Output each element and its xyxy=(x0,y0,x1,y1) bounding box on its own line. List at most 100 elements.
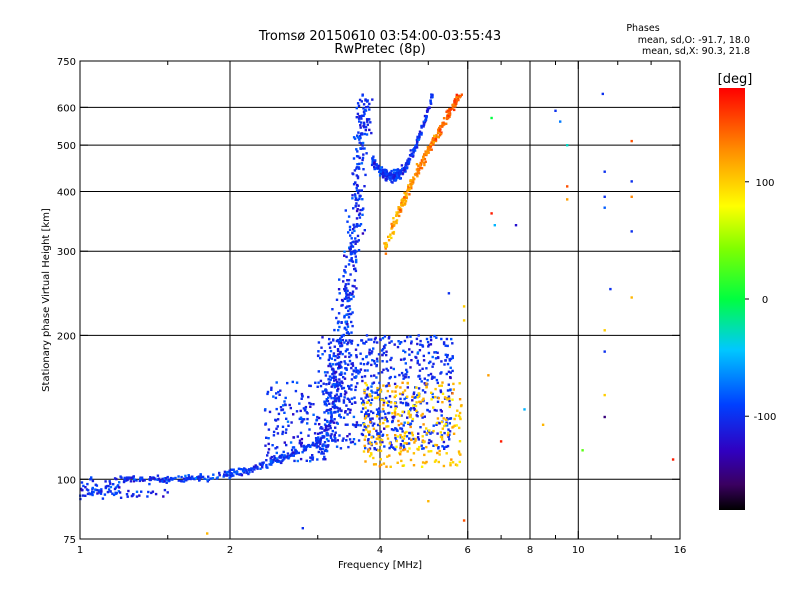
data-point xyxy=(324,458,327,461)
data-point xyxy=(359,208,362,212)
data-point xyxy=(343,297,346,300)
data-point xyxy=(356,198,359,202)
data-point xyxy=(298,417,301,421)
data-point xyxy=(450,337,453,341)
data-point xyxy=(333,385,336,389)
data-point xyxy=(395,221,398,225)
data-point xyxy=(348,228,352,231)
data-point xyxy=(247,472,250,476)
data-point xyxy=(206,532,209,535)
data-point xyxy=(358,197,361,201)
data-point xyxy=(197,475,200,478)
data-point xyxy=(432,444,435,447)
data-point xyxy=(354,195,357,198)
data-point xyxy=(343,289,347,292)
data-point xyxy=(399,446,402,449)
data-point xyxy=(404,202,407,205)
data-point xyxy=(409,425,412,429)
data-point xyxy=(296,459,299,463)
data-point xyxy=(363,423,366,426)
data-point xyxy=(446,389,450,392)
data-point xyxy=(216,476,219,479)
data-point xyxy=(316,432,320,435)
data-point xyxy=(330,411,333,415)
data-point xyxy=(454,105,457,108)
data-point xyxy=(385,245,389,248)
data-point xyxy=(404,362,407,365)
data-point xyxy=(415,337,419,341)
data-point xyxy=(306,412,309,415)
data-point xyxy=(347,332,351,335)
data-point xyxy=(233,470,236,474)
data-point xyxy=(345,295,348,298)
data-point xyxy=(376,433,379,436)
data-point xyxy=(381,440,384,444)
data-point xyxy=(609,287,612,291)
data-point xyxy=(365,383,368,387)
data-point xyxy=(268,463,271,466)
data-point xyxy=(387,425,390,428)
data-point xyxy=(413,396,416,399)
data-point xyxy=(352,415,356,419)
data-point xyxy=(358,120,361,123)
data-point xyxy=(351,231,354,234)
data-point xyxy=(370,398,374,401)
data-point xyxy=(352,438,356,441)
y-tick-label: 75 xyxy=(63,535,76,546)
data-point xyxy=(447,116,450,120)
data-point xyxy=(166,491,169,494)
data-point xyxy=(388,442,391,445)
data-point xyxy=(356,234,360,238)
data-point xyxy=(289,406,292,410)
data-point xyxy=(443,396,447,399)
data-point xyxy=(375,408,379,411)
data-point xyxy=(445,421,448,424)
data-point xyxy=(373,161,376,164)
data-point xyxy=(91,490,94,493)
data-point xyxy=(428,410,431,413)
data-point xyxy=(406,402,410,406)
data-point xyxy=(283,441,286,444)
data-point xyxy=(413,149,417,152)
data-point xyxy=(368,441,372,444)
data-point xyxy=(411,399,414,402)
data-point xyxy=(355,148,358,151)
data-point xyxy=(417,392,421,395)
data-point xyxy=(320,452,323,455)
data-point xyxy=(335,385,339,388)
data-point xyxy=(452,432,456,435)
data-point xyxy=(379,430,383,433)
data-point xyxy=(94,488,97,491)
data-point xyxy=(114,486,118,489)
data-point xyxy=(359,136,362,140)
data-point xyxy=(364,396,367,399)
data-point xyxy=(365,413,368,416)
data-point xyxy=(126,478,129,482)
data-point xyxy=(399,358,403,361)
data-point xyxy=(333,397,337,400)
data-point xyxy=(404,193,407,196)
data-point xyxy=(437,396,440,400)
data-point xyxy=(432,141,435,144)
data-point xyxy=(348,398,351,401)
data-point xyxy=(366,409,370,412)
data-point xyxy=(420,380,423,383)
data-point xyxy=(421,435,424,438)
y-axis-title: Stationary phase Virtual Height [km] xyxy=(41,208,52,392)
data-point xyxy=(284,456,288,459)
data-point xyxy=(345,339,348,342)
data-point xyxy=(366,439,370,442)
data-point xyxy=(388,395,392,398)
data-point xyxy=(385,168,388,172)
data-point xyxy=(345,367,348,370)
data-point xyxy=(135,495,139,498)
data-point xyxy=(357,213,361,217)
data-point xyxy=(487,374,490,377)
y-tick-label: 400 xyxy=(57,187,76,198)
data-point xyxy=(118,481,121,484)
data-point xyxy=(373,396,377,400)
data-point xyxy=(408,353,411,356)
data-point xyxy=(433,408,436,412)
data-point xyxy=(346,435,349,438)
chart-title: Tromsø 20150610 03:54:00-03:55:43 xyxy=(258,29,501,44)
